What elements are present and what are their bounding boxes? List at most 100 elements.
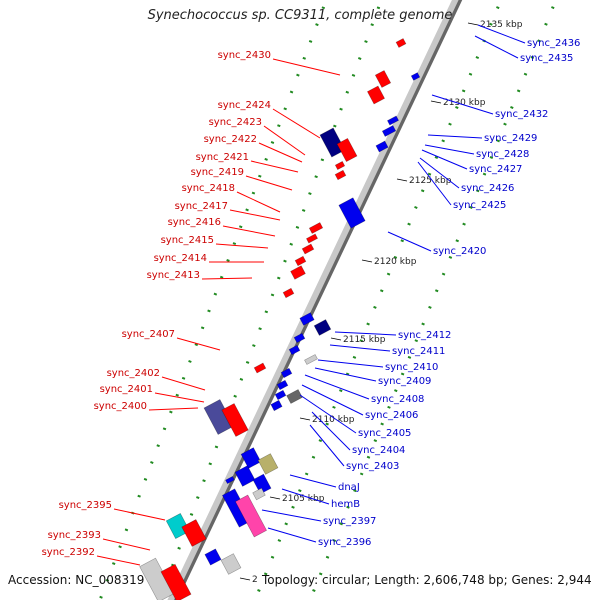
left-gene-label: sync_2415 — [161, 235, 214, 246]
right-gene-label: sync_2412 — [398, 330, 451, 341]
gene-feature-9 — [336, 137, 358, 163]
kbp-tick-label: 2105 kbp — [282, 494, 325, 504]
gene-feature-18 — [282, 287, 295, 299]
right-gene-label: sync_2427 — [469, 164, 522, 175]
left-label-connector — [161, 376, 206, 391]
kbp-tick-label: 2135 kbp — [480, 20, 523, 30]
outer-right-track — [308, 0, 558, 601]
kbp-tick-label: 2120 kbp — [374, 257, 417, 267]
left-gene-label: sync_2414 — [154, 253, 207, 264]
right-label-connector — [309, 424, 345, 467]
kbp-tick — [396, 178, 408, 182]
gene-feature-28 — [270, 399, 283, 412]
kbp-tick — [299, 417, 311, 421]
left-gene-label: sync_2422 — [204, 134, 257, 145]
right-gene-label: sync_2410 — [385, 362, 438, 373]
left-gene-label: sync_2393 — [48, 530, 101, 541]
left-label-connector — [96, 555, 141, 566]
right-gene-label: sync_2409 — [378, 376, 431, 387]
gene-feature-40 — [181, 519, 207, 547]
kbp-tick-label: 2110 kbp — [312, 415, 355, 425]
right-label-connector — [421, 149, 468, 170]
kbp-tick-label: 2115 kbp — [343, 335, 386, 345]
left-gene-label: sync_2417 — [175, 201, 228, 212]
kbp-tick — [239, 577, 251, 581]
gene-feature-21 — [293, 332, 306, 344]
right-gene-label: sync_2429 — [484, 133, 537, 144]
gene-feature-8 — [319, 127, 346, 158]
gene-feature-14 — [306, 233, 318, 244]
right-label-connector — [317, 359, 384, 368]
left-label-connector — [250, 160, 299, 173]
right-label-connector — [387, 231, 432, 252]
left-label-connector — [245, 175, 293, 191]
right-gene-label: sync_2403 — [346, 461, 399, 472]
left-label-connector — [113, 508, 166, 521]
right-label-connector — [299, 394, 357, 434]
right-gene-label: sync_2406 — [365, 410, 418, 421]
gene-feature-4 — [410, 72, 421, 81]
kbp-tick — [330, 337, 342, 341]
left-gene-label: sync_2413 — [147, 270, 200, 281]
left-gene-label: sync_2402 — [107, 368, 160, 379]
outer-left-track — [98, 0, 328, 601]
left-label-connector — [272, 108, 321, 139]
kbp-tick — [430, 100, 442, 104]
left-label-connector — [176, 337, 221, 351]
left-gene-label: sync_2392 — [42, 547, 95, 558]
right-label-connector — [329, 344, 391, 352]
genome-summary-text: Topology: circular; Length: 2,606,748 bp… — [262, 573, 592, 587]
gene-feature-38 — [235, 494, 267, 538]
right-label-connector — [431, 94, 494, 115]
left-gene-label: sync_2401 — [100, 384, 153, 395]
gene-feature-42 — [220, 553, 242, 575]
left-label-connector — [154, 392, 205, 403]
gene-feature-29 — [253, 362, 267, 374]
right-gene-label: dnaJ — [338, 482, 360, 493]
right-label-connector — [304, 374, 370, 400]
right-gene-label: sync_2397 — [323, 516, 376, 527]
left-gene-label: sync_2400 — [94, 401, 147, 412]
right-gene-label: sync_2411 — [392, 346, 445, 357]
right-gene-label: sync_2420 — [433, 246, 486, 257]
gene-feature-44 — [160, 563, 192, 603]
right-gene-label: sync_2396 — [318, 537, 371, 548]
kbp-tick — [467, 22, 479, 26]
left-gene-label: sync_2416 — [168, 217, 221, 228]
gene-feature-39 — [165, 513, 191, 539]
right-label-connector — [477, 24, 526, 44]
right-gene-label: sync_2405 — [358, 428, 411, 439]
right-gene-label: sync_2435 — [520, 53, 573, 64]
left-label-connector — [272, 58, 341, 76]
left-gene-label: sync_2430 — [218, 50, 271, 61]
right-gene-label: sync_2432 — [495, 109, 548, 120]
gene-feature-22 — [288, 344, 301, 356]
left-gene-label: sync_2423 — [209, 117, 262, 128]
gene-feature-35 — [252, 473, 272, 495]
left-gene-label: sync_2418 — [182, 183, 235, 194]
left-label-connector — [201, 277, 253, 280]
right-label-connector — [427, 134, 483, 139]
right-label-connector — [474, 35, 519, 59]
right-gene-label: sync_2404 — [352, 445, 405, 456]
left-gene-label: sync_2395 — [59, 500, 112, 511]
kbp-tick-label: 2125 kbp — [409, 176, 452, 186]
gene-feature-6 — [381, 125, 397, 137]
left-label-connector — [229, 209, 281, 221]
gene-feature-3 — [395, 38, 407, 48]
gene-feature-31 — [221, 403, 249, 437]
gene-feature-24 — [280, 367, 293, 379]
gene-feature-5 — [387, 115, 399, 126]
gene-feature-15 — [301, 243, 315, 255]
gene-feature-12 — [338, 197, 366, 229]
right-label-connector — [289, 474, 337, 488]
gene-feature-16 — [294, 255, 307, 267]
gene-feature-13 — [308, 222, 324, 234]
right-label-connector — [314, 367, 377, 382]
right-label-connector — [267, 527, 317, 543]
left-gene-label: sync_2419 — [191, 167, 244, 178]
right-label-connector — [261, 509, 322, 522]
left-label-connector — [215, 243, 269, 249]
